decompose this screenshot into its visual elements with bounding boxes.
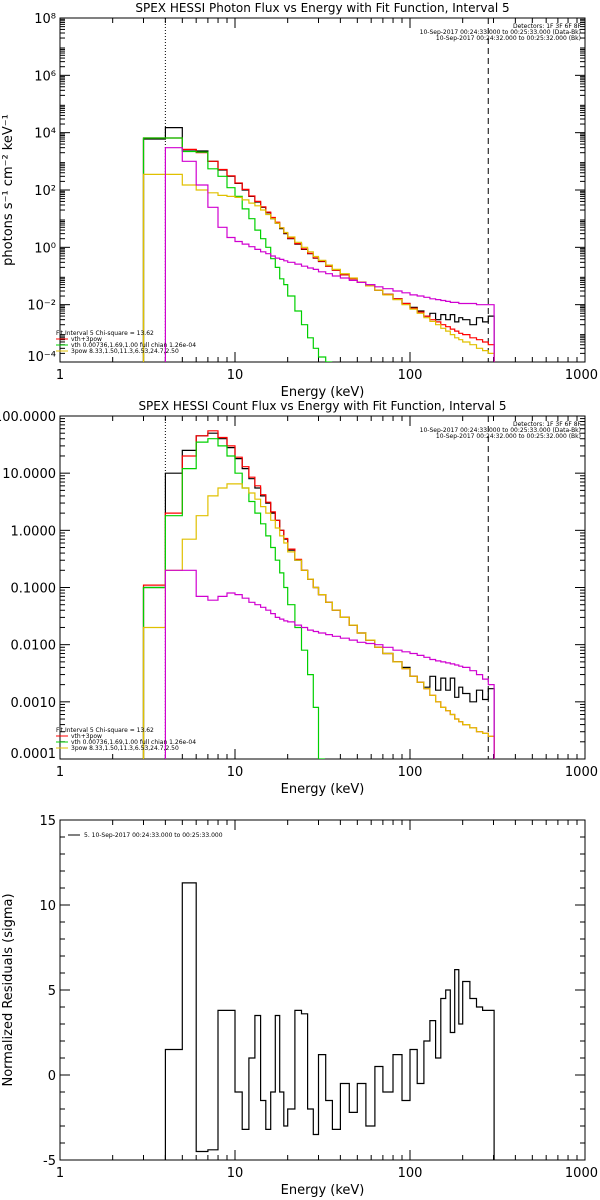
y-axis-title: photons s⁻¹ cm⁻² keV⁻¹ [1, 114, 16, 266]
x-axis-title: Energy (keV) [281, 782, 365, 797]
x-tick-label: 1 [56, 368, 64, 383]
series-bk [164, 147, 495, 362]
residuals-chart: 1 10 100 1000 Energy (keV) -5 0 5 10 15 Normalized… [1, 814, 598, 1198]
x-tick-label: 1000 [565, 765, 598, 780]
plot-frame [59, 819, 586, 1161]
info-left-line: vth 0.00736,1.69,1.00 full chian 1.26e-0… [71, 739, 196, 746]
x-tick-label: 10 [227, 368, 244, 383]
x-tick-label: 1000 [565, 368, 598, 383]
series-5-10-sep-2017-00-24-33-000-to-00-25-33-000 [164, 882, 495, 1160]
info-right-line: 10-Sep-2017 00:24:33.000 to 00:25:33.000… [420, 427, 581, 434]
count-chart: SPEX HESSI Count Flux vs Energy with Fit… [0, 399, 598, 797]
info-left-line: vth+3pow [71, 336, 102, 343]
info-left-line: Fit Interval 5 Chi-square = 13.62 [56, 330, 154, 337]
y-tick-label: 0.1000 [11, 582, 57, 597]
y-tick-label: 10⁶ [34, 69, 56, 84]
info-left-line: vth 0.00736,1.69,1.00 full chian 1.26e-0… [71, 342, 196, 349]
plot-frame [59, 17, 586, 363]
y-tick-label: 15 [39, 814, 56, 829]
x-axis-title: Energy (keV) [281, 385, 365, 400]
series-3pow [142, 483, 495, 759]
y-tick-label: 10⁸ [34, 12, 56, 27]
legend-label: 5. 10-Sep-2017 00:24:33.000 to 00:25:33.… [84, 832, 223, 839]
chart-title: SPEX HESSI Photon Flux vs Energy with Fi… [135, 1, 509, 15]
x-tick-label: 1 [56, 765, 64, 780]
y-tick-label: 5 [48, 984, 56, 999]
info-left-line: 3pow 8.33,1.50,11.3,6.53,24.7,2.50 [71, 348, 179, 355]
y-tick-label: 10⁻⁴ [27, 350, 56, 365]
y-tick-label: 10.0000 [2, 467, 56, 482]
y-tick-label: 100.0000 [0, 410, 56, 425]
y-tick-label: 0.0100 [11, 639, 57, 654]
x-tick-label: 1000 [565, 1166, 598, 1181]
y-tick-label: 0.0001 [11, 747, 57, 762]
series-vth [142, 438, 325, 759]
y-tick-label: 10² [34, 184, 56, 199]
photon-chart: SPEX HESSI Photon Flux vs Energy with Fi… [1, 1, 598, 400]
y-tick-label: 10⁴ [34, 127, 56, 142]
x-tick-label: 100 [398, 368, 423, 383]
series-3pow [142, 173, 495, 362]
x-tick-label: 10 [227, 765, 244, 780]
info-left-line: vth+3pow [71, 733, 102, 740]
info-left-line: Fit Interval 5 Chi-square = 13.62 [56, 727, 154, 734]
series-vth-3pow [142, 137, 495, 362]
info-right-line: 10-Sep-2017 00:24:32.000 to 00:25:32.000… [436, 35, 581, 42]
chart-title: SPEX HESSI Count Flux vs Energy with Fit… [138, 399, 506, 413]
series-vth [142, 137, 333, 362]
info-right-line: Detectors: 1F 3F 6F 8F [513, 421, 582, 428]
x-tick-label: 10 [227, 1166, 244, 1181]
x-tick-label: 1 [56, 1166, 64, 1181]
y-tick-label: 0.0010 [11, 696, 57, 711]
y-tick-label: 1.0000 [11, 524, 57, 539]
info-right-line: 10-Sep-2017 00:24:32.000 to 00:25:32.000… [436, 433, 581, 440]
plot-frame [59, 415, 586, 760]
y-tick-label: 10 [39, 899, 56, 914]
y-tick-label: -5 [43, 1154, 56, 1169]
x-tick-label: 100 [398, 1166, 423, 1181]
info-right-line: Detectors: 1F 3F 6F 8F [513, 23, 582, 30]
y-tick-label: 0 [48, 1069, 56, 1084]
series-bk [164, 569, 495, 759]
info-left-line: 3pow 8.33,1.50,11.3,6.53,24.7,2.50 [71, 745, 179, 752]
y-tick-label: 10⁰ [34, 241, 56, 256]
x-tick-label: 100 [398, 765, 423, 780]
x-axis-title: Energy (keV) [281, 1183, 365, 1198]
info-right-line: 10-Sep-2017 00:24:33.000 to 00:25:33.000… [420, 29, 581, 36]
y-tick-label: 10⁻² [27, 299, 56, 314]
y-axis-title: Normalized Residuals (sigma) [1, 893, 16, 1086]
